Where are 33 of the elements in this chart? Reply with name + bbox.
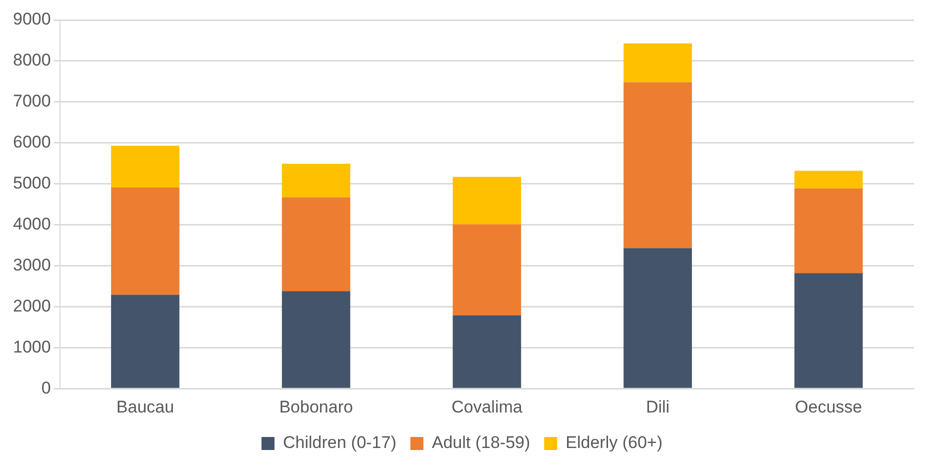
legend-label: Elderly (60+) (566, 433, 663, 452)
bar (624, 248, 692, 388)
bar (111, 188, 180, 295)
bar (452, 224, 522, 316)
x-tick-label: Bobonaro (279, 397, 353, 416)
y-tick-label: 1000 (12, 337, 51, 356)
x-tick-label: Baucau (116, 397, 174, 416)
legend-label: Children (0-17) (283, 433, 396, 452)
y-tick-label: 3000 (12, 255, 51, 274)
bar (794, 188, 863, 274)
bar (794, 273, 863, 388)
x-tick-label: Oecusse (795, 397, 862, 416)
legend-label: Adult (18-59) (432, 433, 530, 452)
bar (452, 315, 522, 388)
bar (282, 291, 350, 388)
y-tick-label: 4000 (12, 214, 51, 234)
bar (282, 164, 350, 198)
bar (624, 43, 692, 82)
y-tick-label: 2000 (12, 296, 51, 316)
bar (111, 146, 180, 188)
x-tick-label: Dili (646, 397, 670, 416)
x-tick-label: Covalima (451, 397, 523, 416)
y-tick-label: 0 (41, 378, 51, 398)
bar (282, 197, 350, 292)
bar (794, 170, 863, 188)
bar (111, 294, 180, 388)
y-tick-label: 7000 (12, 92, 51, 111)
bar (452, 176, 522, 224)
y-tick-label: 9000 (12, 10, 51, 29)
y-tick-label: 8000 (12, 50, 51, 70)
bar (624, 82, 692, 248)
y-tick-label: 6000 (12, 132, 51, 152)
y-tick-label: 5000 (12, 174, 51, 193)
